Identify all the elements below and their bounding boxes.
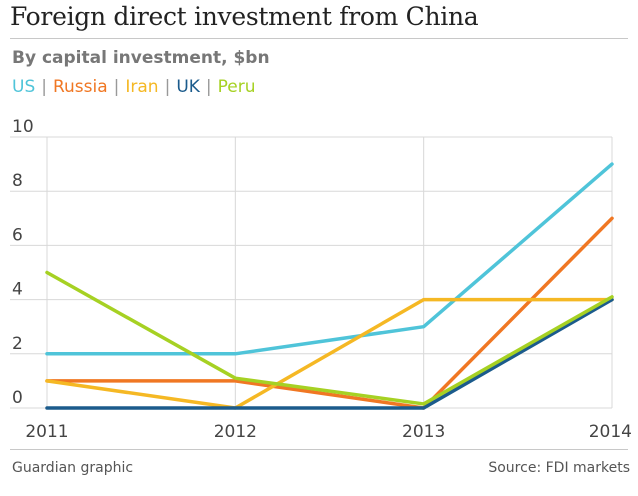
x-tick-label: 2013: [402, 422, 445, 442]
series-line-us: [45, 162, 614, 356]
legend: US | Russia | Iran | UK | Peru: [12, 77, 256, 97]
chart-subtitle: By capital investment, $bn: [12, 48, 270, 68]
legend-separator: |: [205, 77, 212, 97]
x-tick-label: 2011: [25, 422, 68, 442]
footer-divider: [10, 449, 628, 450]
series-line-uk: [45, 297, 614, 410]
line-chart: 0 2 4 6 8 10 2011 2012 2013 2014: [10, 117, 632, 442]
legend-item-iran: Iran: [125, 77, 159, 97]
source-text: Source: FDI markets: [488, 460, 630, 476]
x-tick-label: 2012: [214, 422, 257, 442]
y-tick-label: 6: [12, 225, 23, 245]
y-tick-label: 0: [12, 388, 23, 408]
x-tick-label: 2014: [589, 422, 632, 442]
legend-item-russia: Russia: [52, 77, 108, 97]
y-tick-label: 8: [12, 171, 23, 191]
legend-separator: |: [164, 77, 171, 97]
legend-item-peru: Peru: [217, 77, 256, 97]
legend-separator: |: [41, 77, 47, 97]
legend-item-uk: UK: [176, 77, 200, 97]
series-line-iran: [45, 297, 614, 410]
series-line-russia: [45, 216, 614, 410]
y-tick-label: 10: [12, 117, 34, 137]
title-divider: [10, 38, 628, 39]
y-tick-label: 2: [12, 334, 23, 354]
series-line-peru: [45, 270, 614, 406]
legend-separator: |: [113, 77, 120, 97]
credit-text: Guardian graphic: [12, 460, 134, 476]
chart-title: Foreign direct investment from China: [10, 2, 479, 31]
y-tick-label: 4: [12, 280, 23, 300]
legend-item-us: US: [12, 77, 36, 97]
